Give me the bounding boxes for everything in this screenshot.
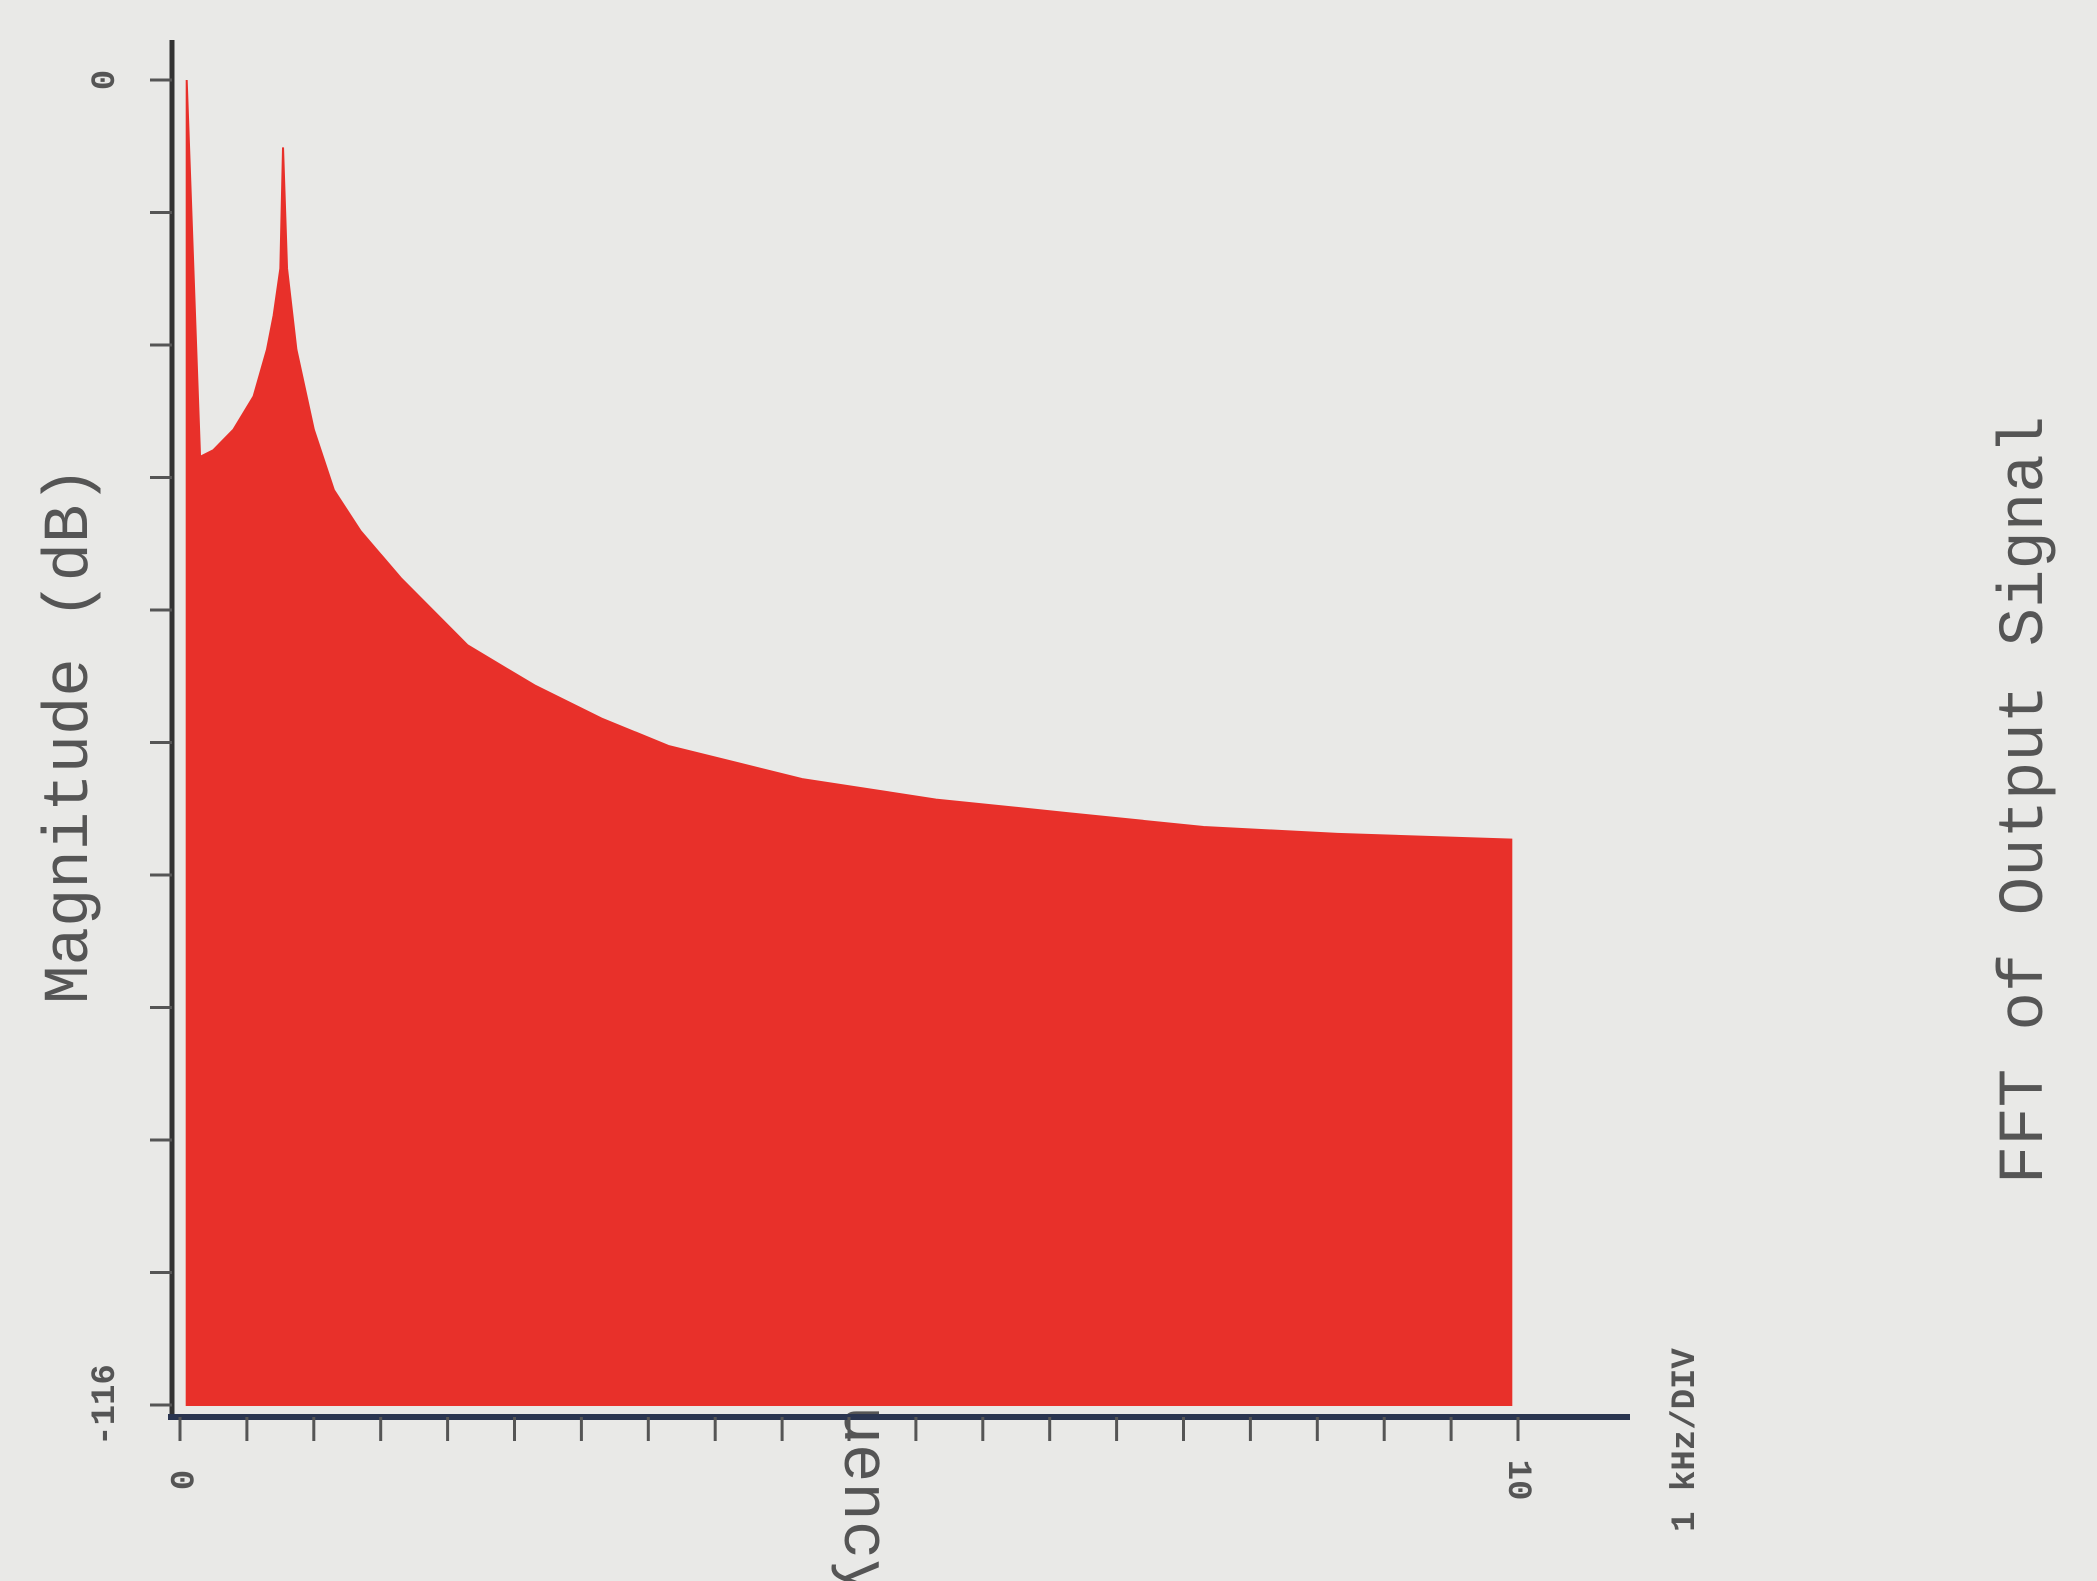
y-tick-label: 0	[87, 70, 125, 90]
x-tick-label: 10	[1498, 1460, 1536, 1501]
area	[185, 79, 1513, 1406]
chart-title: FFT of Output Signal	[1990, 416, 2062, 1184]
y-axis-label: Magnitude (dB)	[35, 466, 107, 1004]
x-tick-label: 0	[160, 1470, 198, 1490]
scale-label: 1 kHz/DIV	[1667, 1348, 1705, 1532]
y-tick-label: -116	[87, 1364, 125, 1446]
